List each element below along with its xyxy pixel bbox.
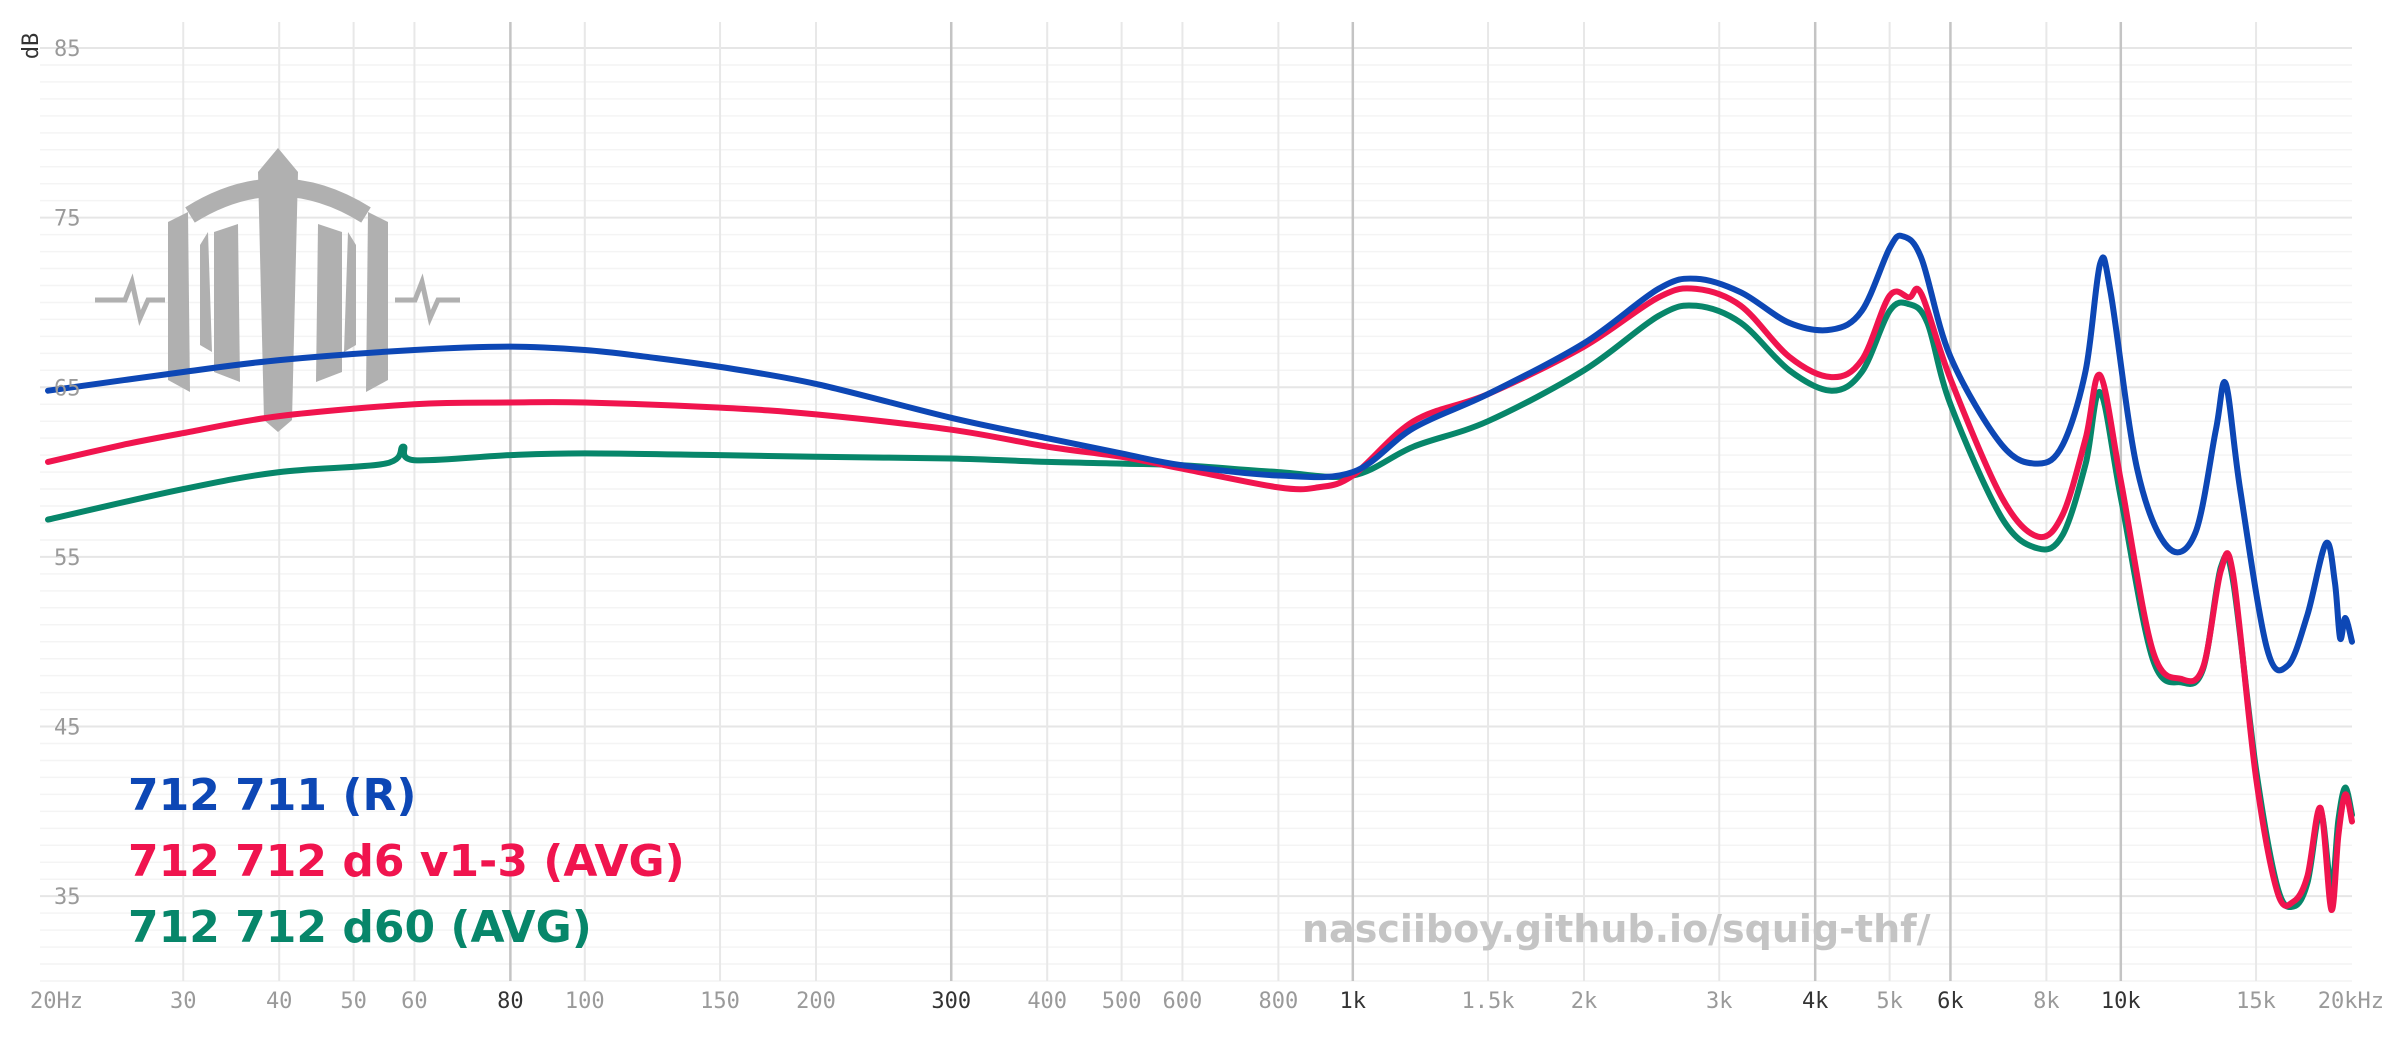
- series-lines: [45, 232, 2355, 913]
- x-tick-label: 100: [565, 989, 605, 1014]
- vertical-grid: [182, 22, 2258, 981]
- x-tick-label: 40: [266, 989, 293, 1014]
- x-tick-label: 4k: [1802, 989, 1829, 1014]
- x-tick-label: 1.5k: [1462, 989, 1515, 1014]
- x-tick-label: 200: [796, 989, 836, 1014]
- x-axis-ticks: 20Hz 30 40 50 60 80 100 150 200 300 400 500 600 800 1k…: [30, 989, 2384, 1014]
- x-tick-label: 500: [1102, 989, 1142, 1014]
- x-tick-label: 300: [931, 989, 971, 1014]
- trident-logo-icon: [95, 148, 460, 432]
- x-tick-label: 8k: [2033, 989, 2060, 1014]
- x-tick-label: 10k: [2101, 989, 2141, 1014]
- x-tick-label: 5k: [1876, 989, 1903, 1014]
- x-tick-label: 20kHz: [2318, 989, 2384, 1014]
- y-tick-label: 75: [54, 207, 81, 232]
- y-axis-ticks: 85 75 65 55 45 35: [54, 37, 81, 910]
- x-tick-label: 600: [1163, 989, 1203, 1014]
- x-tick-label: 20Hz: [30, 989, 83, 1014]
- legend-entry-2: 712 712 d6 v1-3 (AVG): [128, 836, 685, 887]
- y-tick-label: 55: [54, 546, 81, 571]
- y-tick-label: 85: [54, 37, 81, 62]
- x-tick-label: 800: [1259, 989, 1299, 1014]
- x-tick-label: 150: [700, 989, 740, 1014]
- y-tick-label: 35: [54, 885, 81, 910]
- x-tick-label: 30: [170, 989, 197, 1014]
- x-tick-label: 60: [401, 989, 428, 1014]
- x-tick-label: 80: [497, 989, 524, 1014]
- legend: 712 711 (R) 712 712 d6 v1-3 (AVG) 712 712 …: [128, 770, 685, 953]
- y-axis-label: dB: [19, 33, 44, 60]
- x-tick-label: 1k: [1340, 989, 1367, 1014]
- legend-entry-1: 712 711 (R): [128, 770, 416, 821]
- y-tick-label: 65: [54, 376, 81, 401]
- series-line-1: [45, 232, 2355, 674]
- x-tick-label: 400: [1027, 989, 1067, 1014]
- legend-entry-3: 712 712 d60 (AVG): [128, 902, 592, 953]
- x-tick-label: 50: [340, 989, 367, 1014]
- series-line-2: [45, 285, 2355, 913]
- watermark-url: nasciiboy.github.io/squig-thf/: [1302, 907, 1931, 951]
- x-tick-label: 15k: [2236, 989, 2276, 1014]
- y-tick-label: 45: [54, 716, 81, 741]
- x-tick-label: 2k: [1571, 989, 1598, 1014]
- x-tick-label: 3k: [1706, 989, 1733, 1014]
- x-tick-label: 6k: [1937, 989, 1964, 1014]
- horizontal-grid: [40, 47, 2352, 982]
